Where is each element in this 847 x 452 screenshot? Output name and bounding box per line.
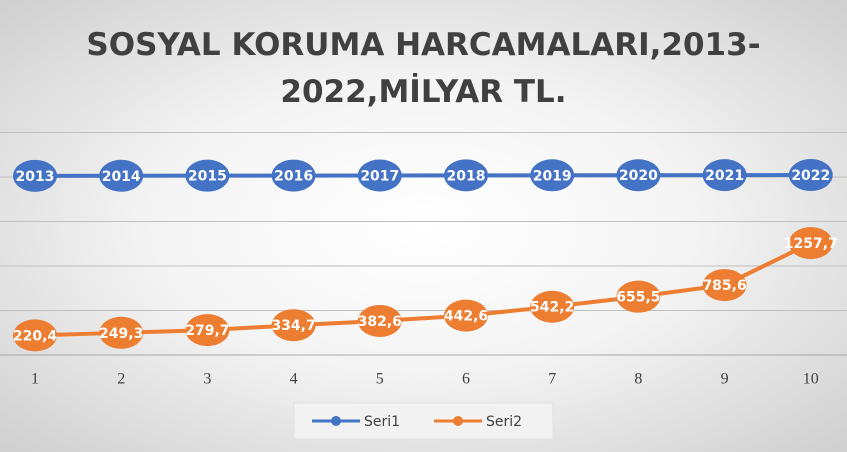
data-label: 2020: [619, 168, 658, 184]
x-tick-label: 2: [117, 371, 125, 388]
x-tick-label: 9: [721, 371, 729, 388]
data-label: 279,7: [185, 323, 229, 339]
legend-marker: [331, 416, 341, 426]
data-label: 382,6: [358, 314, 402, 330]
series-line: [34, 173, 811, 178]
point: [99, 316, 144, 349]
data-label: 542,2: [530, 300, 574, 316]
legend-label: Seri1: [364, 414, 400, 430]
point: [788, 227, 833, 260]
x-tick-label: 1: [31, 371, 39, 388]
x-tick-label: 3: [203, 371, 211, 388]
data-label: 2015: [188, 169, 227, 185]
legend-marker: [453, 416, 463, 426]
point: [444, 299, 488, 332]
point: [702, 159, 747, 192]
data-label: 785,6: [702, 278, 746, 294]
point: [530, 290, 575, 323]
point: [185, 314, 230, 347]
point: [616, 159, 661, 192]
data-label: 2019: [533, 168, 572, 184]
point: [185, 159, 230, 192]
data-label: 1257,7: [784, 236, 838, 252]
x-tick-label: 10: [803, 371, 819, 388]
data-label: 2018: [447, 168, 486, 184]
data-label: 2016: [274, 169, 313, 185]
point: [530, 159, 575, 192]
chart-title: SOSYAL KORUMA HARCAMALARI,2013-2022,MİLY…: [86, 27, 761, 110]
data-label: 249,3: [99, 326, 143, 342]
data-label: 2014: [102, 169, 141, 185]
data-label: 2013: [16, 169, 55, 185]
point: [357, 159, 402, 192]
data-label: 2021: [705, 168, 744, 184]
point: [444, 159, 488, 192]
data-label: 334,7: [271, 318, 315, 334]
data-label: 2017: [360, 168, 399, 184]
point: [788, 159, 833, 192]
data-label: 220,4: [13, 328, 58, 344]
data-label: 655,5: [616, 290, 660, 306]
point: [702, 269, 747, 302]
x-tick-label: 4: [290, 371, 298, 388]
series-line: [34, 241, 812, 338]
point: [616, 280, 661, 313]
x-tick-label: 6: [462, 371, 470, 388]
point: [13, 319, 57, 352]
x-tick-label: 7: [548, 371, 556, 388]
point: [271, 159, 316, 192]
x-tick-label: 8: [634, 371, 642, 388]
point: [99, 159, 144, 192]
point: [13, 159, 57, 192]
data-label: 442,6: [444, 309, 488, 325]
x-tick-label: 5: [376, 371, 384, 388]
point: [357, 304, 402, 337]
point: [271, 309, 316, 342]
data-label: 2022: [791, 168, 830, 184]
legend-label: Seri2: [486, 414, 522, 430]
